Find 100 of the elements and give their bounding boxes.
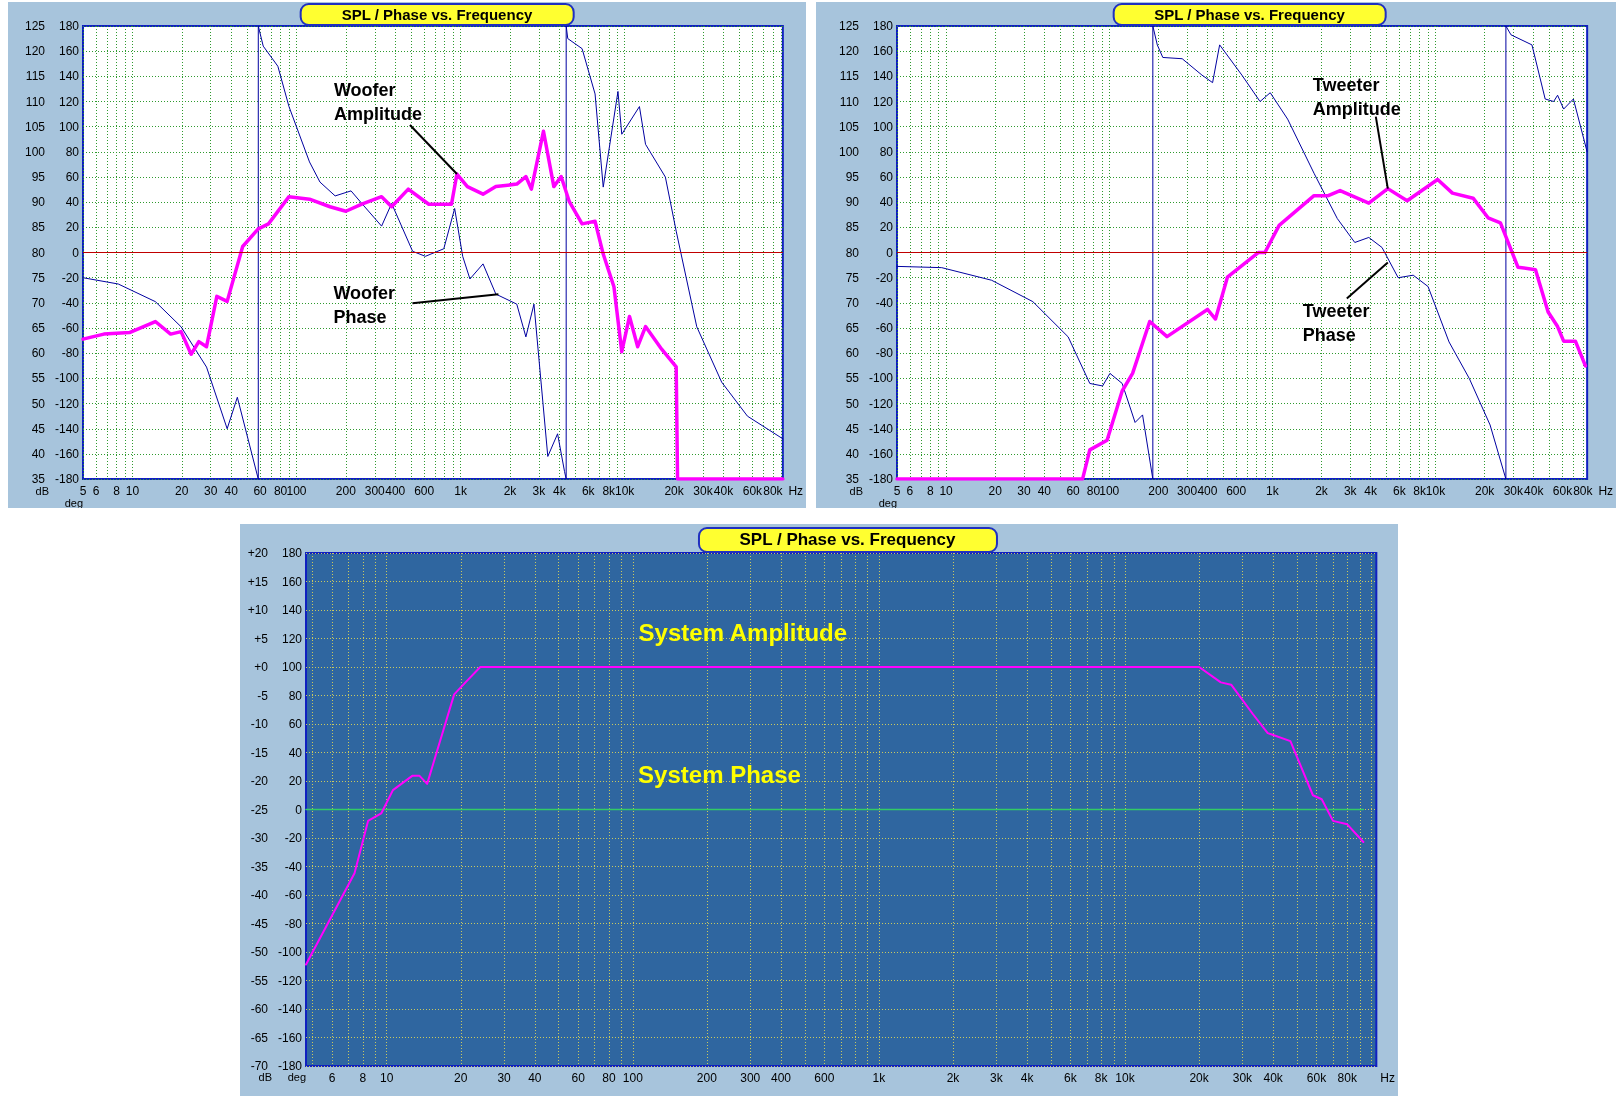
- y-tick-label: 40: [31, 446, 46, 461]
- y-tick-label: 110: [25, 94, 46, 109]
- y2-axis-title: deg: [287, 1071, 306, 1084]
- y-tick-label: -55: [250, 973, 269, 988]
- y-tick-label: 35: [31, 472, 46, 487]
- x-tick-label: 8: [113, 484, 121, 499]
- y-tick-label: 70: [845, 295, 860, 310]
- y-tick-label: 100: [24, 144, 46, 159]
- y2-tick-label: 20: [879, 220, 894, 235]
- x-tick-label: 100: [622, 1071, 644, 1085]
- y-tick-label: +15: [247, 574, 269, 589]
- y2-tick-label: -40: [284, 859, 303, 874]
- y-tick-label: 85: [31, 220, 46, 235]
- y-tick-label: 95: [845, 170, 860, 185]
- y2-tick-label: -160: [277, 1030, 303, 1045]
- x-tick-label: 8k: [1094, 1071, 1109, 1085]
- y2-tick-label: 60: [879, 170, 894, 185]
- x-tick-label: 20k: [1474, 484, 1496, 499]
- x-tick-label: 100: [1099, 484, 1120, 499]
- y2-tick-label: -160: [868, 446, 894, 461]
- x-tick-label: 60k: [1306, 1071, 1328, 1085]
- y2-tick-label: -60: [875, 321, 894, 336]
- x-tick-label: 40: [1037, 484, 1052, 499]
- y2-tick-label: 120: [281, 631, 303, 646]
- x-tick-label: 80: [273, 484, 288, 499]
- y-tick-label: -5: [257, 688, 269, 703]
- y-tick-label: 110: [839, 94, 860, 109]
- chart-title: SPL / Phase vs. Frequency: [299, 3, 575, 26]
- y-tick-label: 95: [31, 170, 46, 185]
- chart-title: SPL / Phase vs. Frequency: [1112, 3, 1387, 26]
- x-tick-label: 8: [926, 484, 934, 499]
- y2-tick-label: 180: [872, 19, 894, 33]
- y2-tick-label: -100: [277, 945, 303, 959]
- y2-tick-label: 120: [872, 94, 894, 109]
- x-tick-label: 400: [1197, 484, 1218, 499]
- y-tick-label: 85: [845, 220, 860, 235]
- x-tick-label: 30k: [1503, 484, 1525, 499]
- x-tick-label: 600: [814, 1071, 835, 1085]
- x-tick-label: 80k: [1573, 484, 1594, 499]
- y2-tick-label: 80: [65, 144, 80, 159]
- y-tick-label: 120: [838, 44, 860, 59]
- y2-tick-label: 100: [872, 119, 894, 134]
- x-tick-label: 40: [224, 484, 239, 499]
- x-tick-label: 60: [1066, 484, 1081, 499]
- y2-tick-label: -20: [875, 270, 894, 285]
- y-tick-label: 50: [845, 396, 860, 411]
- y-tick-label: 50: [31, 396, 46, 411]
- x-tick-label: 400: [770, 1071, 792, 1085]
- y-tick-label: 55: [845, 371, 860, 386]
- y-tick-label: 40: [845, 446, 860, 461]
- y2-tick-label: 160: [58, 44, 80, 59]
- x-tick-label: 60: [571, 1071, 586, 1085]
- y-tick-label: -60: [250, 1002, 269, 1016]
- x-tick-label: 6: [328, 1071, 336, 1085]
- y2-tick-label: -20: [284, 831, 303, 845]
- y-tick-label: 115: [839, 69, 860, 84]
- y-tick-label: 125: [838, 19, 860, 33]
- x-tick-label: 300: [364, 484, 386, 499]
- x-tick-label: 10: [125, 484, 140, 499]
- y-tick-label: 90: [31, 195, 46, 210]
- x-tick-label: 30k: [693, 484, 714, 499]
- y-tick-label: -70: [250, 1059, 269, 1073]
- y-tick-label: 125: [24, 19, 46, 33]
- y2-tick-label: -80: [875, 346, 894, 361]
- y2-tick-label: 100: [58, 119, 80, 134]
- x-tick-label: 30: [204, 484, 218, 499]
- y-tick-label: 105: [24, 119, 46, 134]
- y-tick-label: -50: [250, 945, 269, 959]
- x-tick-label: 1k: [454, 484, 468, 499]
- x-tick-label: 40k: [713, 484, 735, 499]
- x-tick-label: 20: [988, 484, 1003, 499]
- y2-tick-label: 0: [295, 802, 303, 817]
- x-tick-label: 20: [175, 484, 189, 499]
- x-tick-label: 6k: [1064, 1071, 1078, 1085]
- y2-tick-label: 60: [65, 170, 80, 185]
- y-tick-label: -10: [250, 717, 269, 731]
- x-tick-label: 8k: [1413, 484, 1428, 499]
- y2-tick-label: -60: [61, 321, 80, 336]
- x-tick-label: 200: [335, 484, 357, 499]
- x-tick-label: 4k: [553, 484, 567, 499]
- annotation: System Amplitude: [638, 618, 848, 646]
- y-tick-label: -35: [250, 859, 269, 874]
- x-tick-label: 5: [893, 484, 901, 499]
- y2-tick-label: -80: [61, 346, 80, 361]
- x-axis-title: Hz: [788, 484, 804, 499]
- y-tick-label: -30: [250, 831, 269, 845]
- y2-tick-label: -120: [277, 973, 303, 988]
- y-tick-label: 60: [31, 346, 46, 361]
- x-tick-label: 10k: [615, 484, 636, 499]
- y-tick-label: -40: [250, 888, 269, 902]
- y2-tick-label: -180: [868, 472, 894, 487]
- y2-axis-title: deg: [878, 496, 897, 509]
- x-tick-label: 30k: [1232, 1071, 1254, 1085]
- y2-tick-label: 40: [65, 195, 80, 210]
- y2-tick-label: 160: [872, 44, 894, 59]
- y2-tick-label: 100: [281, 660, 303, 674]
- y2-tick-label: -100: [868, 371, 894, 386]
- y2-tick-label: -160: [54, 446, 80, 461]
- y2-tick-label: -140: [868, 421, 894, 436]
- y2-tick-label: -180: [54, 472, 80, 487]
